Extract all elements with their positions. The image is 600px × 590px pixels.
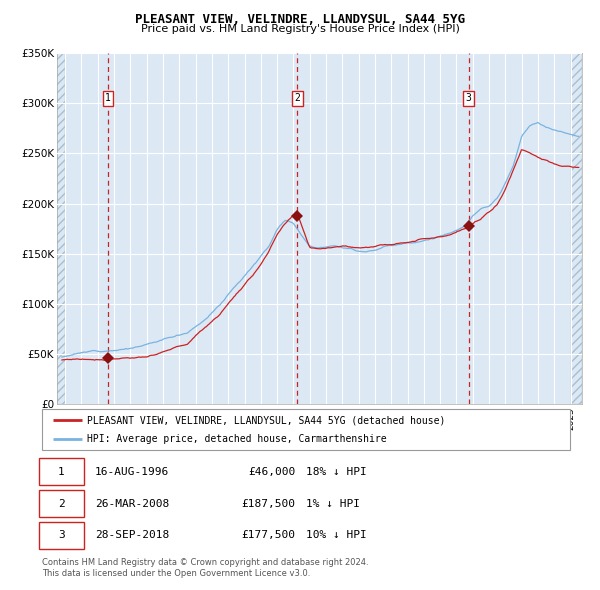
Text: Price paid vs. HM Land Registry's House Price Index (HPI): Price paid vs. HM Land Registry's House …	[140, 24, 460, 34]
Text: 1: 1	[58, 467, 65, 477]
FancyBboxPatch shape	[40, 522, 84, 549]
Text: 2: 2	[294, 93, 300, 103]
Text: PLEASANT VIEW, VELINDRE, LLANDYSUL, SA44 5YG: PLEASANT VIEW, VELINDRE, LLANDYSUL, SA44…	[135, 13, 465, 26]
Text: £177,500: £177,500	[241, 530, 295, 540]
Text: 26-MAR-2008: 26-MAR-2008	[95, 499, 169, 509]
Text: PLEASANT VIEW, VELINDRE, LLANDYSUL, SA44 5YG (detached house): PLEASANT VIEW, VELINDRE, LLANDYSUL, SA44…	[87, 415, 445, 425]
Text: 18% ↓ HPI: 18% ↓ HPI	[306, 467, 367, 477]
FancyBboxPatch shape	[40, 458, 84, 485]
Text: 2: 2	[58, 499, 65, 509]
Text: £187,500: £187,500	[241, 499, 295, 509]
FancyBboxPatch shape	[42, 409, 570, 450]
Text: 1: 1	[105, 93, 111, 103]
Text: 3: 3	[58, 530, 65, 540]
Text: 28-SEP-2018: 28-SEP-2018	[95, 530, 169, 540]
Text: 3: 3	[466, 93, 472, 103]
Text: Contains HM Land Registry data © Crown copyright and database right 2024.: Contains HM Land Registry data © Crown c…	[42, 558, 368, 566]
Text: 10% ↓ HPI: 10% ↓ HPI	[306, 530, 367, 540]
Text: £46,000: £46,000	[248, 467, 295, 477]
FancyBboxPatch shape	[40, 490, 84, 517]
Text: 1% ↓ HPI: 1% ↓ HPI	[306, 499, 360, 509]
Text: 16-AUG-1996: 16-AUG-1996	[95, 467, 169, 477]
Text: This data is licensed under the Open Government Licence v3.0.: This data is licensed under the Open Gov…	[42, 569, 310, 578]
Text: HPI: Average price, detached house, Carmarthenshire: HPI: Average price, detached house, Carm…	[87, 434, 386, 444]
